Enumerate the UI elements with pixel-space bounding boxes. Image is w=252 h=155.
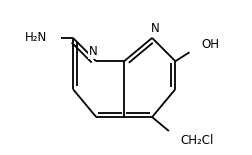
Text: OH: OH xyxy=(200,38,218,51)
Text: N: N xyxy=(151,22,159,35)
Text: N: N xyxy=(88,45,97,58)
Text: H₂N: H₂N xyxy=(25,31,47,44)
Text: CH₂Cl: CH₂Cl xyxy=(179,134,213,147)
